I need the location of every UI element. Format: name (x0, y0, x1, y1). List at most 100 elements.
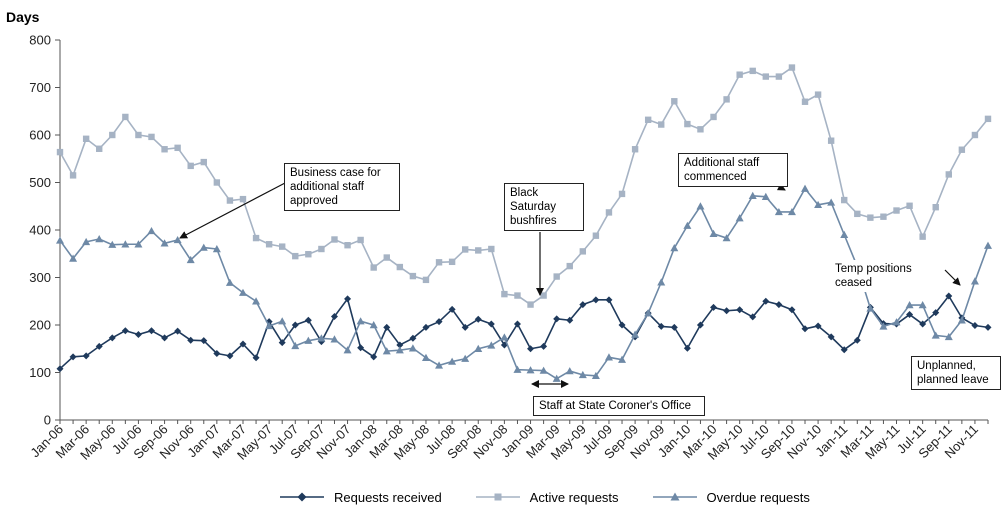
x-axis: Jan-06Mar-06May-06Jul-06Sep-06Nov-06Jan-… (27, 419, 989, 463)
data-point (527, 345, 535, 353)
data-point (108, 334, 116, 342)
data-point (539, 366, 548, 374)
series-overdue-requests (56, 184, 992, 382)
data-point (69, 254, 78, 262)
data-point (199, 243, 208, 251)
data-point (200, 337, 208, 345)
data-point (213, 350, 221, 357)
data-point (69, 172, 77, 179)
data-point (958, 146, 966, 153)
data-point (96, 145, 103, 152)
legend-item-active-requests: Active requests (474, 490, 619, 505)
data-point (787, 207, 796, 216)
data-point (552, 374, 561, 382)
data-point (291, 321, 299, 329)
data-point (56, 236, 64, 244)
data-point (265, 321, 274, 330)
data-point (95, 342, 103, 350)
data-point (605, 296, 613, 304)
y-tick-label: 400 (29, 223, 51, 238)
y-tick-label: 700 (29, 80, 51, 95)
data-point (932, 204, 939, 211)
data-point (696, 202, 705, 210)
series-line-overdue-requests (59, 187, 989, 380)
data-point (82, 352, 90, 360)
data-point (774, 207, 783, 216)
data-point (422, 323, 430, 331)
data-point (160, 239, 169, 247)
data-point (448, 357, 457, 365)
data-point (723, 96, 730, 103)
legend-line-icon (652, 492, 697, 501)
annotation-black-saturday: Black Saturday bushfires (504, 183, 584, 231)
data-point (565, 367, 574, 375)
data-point (684, 120, 691, 128)
data-point (56, 365, 64, 373)
data-point (919, 320, 927, 328)
data-point (657, 278, 666, 286)
data-point (906, 311, 914, 319)
data-point (173, 235, 182, 244)
data-point (592, 296, 600, 304)
data-point (278, 243, 286, 250)
data-point (82, 237, 91, 246)
data-point (683, 221, 692, 229)
data-point (239, 340, 247, 348)
data-point (305, 251, 312, 258)
data-point (148, 133, 155, 141)
data-point (592, 232, 600, 239)
data-point (644, 116, 652, 123)
data-point (971, 131, 979, 139)
data-point (579, 301, 587, 309)
data-point (161, 146, 168, 153)
data-point (618, 321, 626, 329)
data-point (957, 316, 966, 324)
data-point (945, 171, 952, 178)
y-tick-label: 800 (29, 33, 51, 48)
data-point (670, 244, 679, 252)
data-point (409, 334, 417, 342)
data-point (892, 318, 901, 326)
series-line-active-requests (59, 66, 989, 306)
data-point (945, 292, 953, 300)
data-point (827, 333, 835, 341)
data-point (631, 146, 639, 153)
data-point (134, 331, 142, 338)
data-point (971, 321, 979, 329)
data-point (239, 195, 247, 203)
data-point (984, 115, 992, 123)
annotation-leave: Unplanned, planned leave (911, 356, 1001, 390)
y-tick-label: 500 (29, 175, 51, 190)
data-point (135, 131, 142, 139)
data-point (501, 290, 508, 298)
data-point (841, 196, 848, 204)
legend-label: Overdue requests (706, 489, 810, 505)
data-point (736, 306, 744, 314)
data-point (252, 354, 260, 362)
y-tick-label: 600 (29, 128, 51, 143)
data-point (801, 184, 810, 192)
data-point (618, 190, 626, 198)
data-point (735, 214, 744, 222)
data-point (671, 98, 678, 105)
data-point (605, 209, 613, 216)
data-point (474, 315, 482, 323)
data-point (330, 335, 339, 343)
legend-label: Active requests (529, 489, 619, 505)
data-point (108, 240, 117, 248)
data-point (775, 73, 783, 80)
data-point (121, 240, 130, 248)
y-tick-label: 100 (29, 365, 51, 380)
data-point (69, 353, 77, 361)
annotation-staff-coroner: Staff at State Coroner's Office (533, 396, 705, 416)
data-point (304, 336, 313, 344)
data-point (591, 371, 600, 380)
data-point (604, 353, 613, 361)
series-group (56, 64, 992, 382)
data-point (697, 126, 704, 133)
data-point (801, 325, 809, 333)
data-point (736, 71, 743, 78)
data-point (174, 144, 181, 152)
data-point (435, 259, 443, 266)
